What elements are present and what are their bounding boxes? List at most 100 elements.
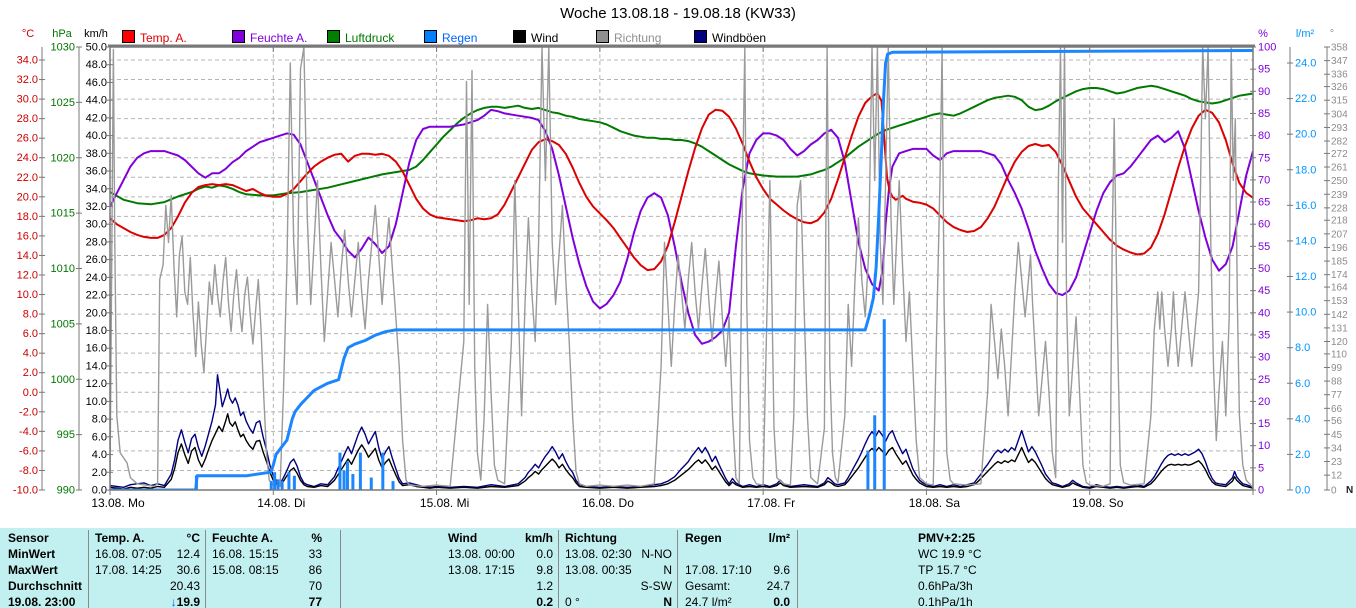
rain-bar: [269, 481, 273, 490]
cell-value: S-SW: [640, 579, 672, 593]
svg-text:°: °: [1330, 28, 1334, 40]
svg-text:8.0: 8.0: [92, 414, 107, 426]
rain-bar: [358, 452, 362, 490]
svg-text:22.0: 22.0: [17, 172, 38, 184]
svg-text:164: 164: [1331, 283, 1348, 294]
svg-text:50: 50: [1258, 263, 1270, 275]
cell-text: WC 19.9 °C: [918, 547, 982, 561]
svg-text:131: 131: [1331, 323, 1348, 334]
svg-text:24.0: 24.0: [1295, 58, 1316, 70]
table-divider: [88, 530, 89, 608]
cell-value: N: [663, 563, 672, 577]
svg-text:40.0: 40.0: [86, 130, 107, 142]
legend-swatch-icon: [424, 30, 437, 43]
series-luftdruck-line: [110, 84, 1253, 206]
svg-text:95: 95: [1258, 64, 1270, 76]
cell-value: 20.43: [169, 579, 200, 593]
series-richtung-line: [110, 47, 1253, 488]
svg-text:1000: 1000: [51, 374, 75, 386]
rain-bar: [338, 452, 342, 490]
svg-text:153: 153: [1331, 296, 1348, 307]
svg-text:66: 66: [1331, 404, 1343, 415]
svg-text:6.0: 6.0: [1295, 378, 1310, 390]
axis-temp: °C 34.0 32.0 30.0 28.0 26.0 24.0 22.0 20.0 18.0 16…: [13, 28, 45, 497]
rain-bar: [866, 450, 870, 490]
svg-text:2.0: 2.0: [1295, 449, 1310, 461]
axis-humidity: %100959085807570656055504540353025201510…: [1250, 28, 1276, 497]
svg-text:185: 185: [1331, 257, 1348, 268]
svg-text:44.0: 44.0: [86, 95, 107, 107]
svg-text:0.0: 0.0: [92, 485, 107, 497]
svg-text:36.0: 36.0: [86, 166, 107, 178]
svg-text:239: 239: [1331, 190, 1348, 201]
table-divider: [558, 530, 559, 608]
svg-text:10.0: 10.0: [17, 289, 38, 301]
table-divider: [797, 530, 798, 608]
svg-text:0.0: 0.0: [23, 387, 38, 399]
rain-bar: [369, 477, 373, 490]
svg-text:990: 990: [57, 485, 75, 497]
svg-text:14.0: 14.0: [86, 360, 107, 372]
svg-text:30.0: 30.0: [17, 94, 38, 106]
chart-canvas: °C 34.0 32.0 30.0 28.0 26.0 24.0 22.0 20.0 18.0 16…: [13, 28, 1353, 510]
row-label: Durchschnitt: [8, 579, 83, 593]
svg-text:142: 142: [1331, 310, 1348, 321]
svg-text:10.0: 10.0: [1295, 307, 1316, 319]
svg-text:45: 45: [1331, 430, 1343, 441]
rain-bar: [381, 452, 385, 490]
cell-value: N: [663, 595, 672, 608]
legend-swatch-icon: [513, 30, 526, 43]
legend-swatch-icon: [694, 30, 707, 43]
legend-label: Regen: [442, 31, 478, 45]
cell-value: N-NO: [641, 547, 672, 561]
svg-text:326: 326: [1331, 82, 1348, 93]
cell-value: 9.8: [536, 563, 553, 577]
svg-text:5: 5: [1258, 462, 1264, 474]
legend-item-richtung: Richtung: [596, 30, 661, 45]
rain-bar: [276, 479, 280, 490]
svg-text:°C: °C: [22, 28, 34, 40]
svg-text:250: 250: [1331, 176, 1348, 187]
svg-text:1030: 1030: [51, 42, 75, 54]
col-header: Regen: [685, 531, 722, 545]
svg-text:32.0: 32.0: [17, 74, 38, 86]
legend-item-windb-en: Windböen: [694, 30, 766, 45]
table-divider: [205, 530, 206, 608]
svg-text:km/h: km/h: [84, 28, 108, 40]
svg-text:228: 228: [1331, 203, 1348, 214]
svg-text:-6.0: -6.0: [19, 445, 38, 457]
svg-text:30.0: 30.0: [86, 219, 107, 231]
svg-text:1025: 1025: [51, 97, 75, 109]
svg-text:18.0: 18.0: [86, 325, 107, 337]
svg-text:26.0: 26.0: [86, 254, 107, 266]
cell-text: 16.08. 07:05: [95, 547, 162, 561]
svg-text:261: 261: [1331, 163, 1348, 174]
svg-text:60: 60: [1258, 219, 1270, 231]
svg-text:22.0: 22.0: [1295, 93, 1316, 105]
svg-text:10: 10: [1258, 440, 1270, 452]
cell-value: 9.6: [773, 563, 790, 577]
legend-label: Wind: [531, 31, 559, 45]
cell-value: 0.2: [536, 595, 553, 608]
cell-text: 13.08. 00:00: [448, 547, 515, 561]
svg-text:45: 45: [1258, 285, 1270, 297]
col-header: Richtung: [565, 531, 617, 545]
svg-text:120: 120: [1331, 337, 1348, 348]
svg-text:-2.0: -2.0: [19, 406, 38, 418]
svg-text:55: 55: [1258, 241, 1270, 253]
svg-text:8.0: 8.0: [1295, 342, 1310, 354]
svg-text:8.0: 8.0: [23, 309, 38, 321]
svg-text:12.0: 12.0: [86, 378, 107, 390]
svg-text:14.0: 14.0: [1295, 235, 1316, 247]
svg-text:16.0: 16.0: [1295, 200, 1316, 212]
legend-item-temp-a-: Temp. A.: [122, 30, 187, 45]
svg-text:12.0: 12.0: [17, 270, 38, 282]
rain-bar: [287, 472, 291, 490]
svg-text:30: 30: [1258, 352, 1270, 364]
row-label: 19.08. 23:00: [8, 595, 76, 608]
legend-label: Feuchte A.: [250, 31, 308, 45]
svg-text:347: 347: [1331, 56, 1348, 67]
svg-text:80: 80: [1258, 130, 1270, 142]
cell-value: 77: [308, 595, 322, 608]
